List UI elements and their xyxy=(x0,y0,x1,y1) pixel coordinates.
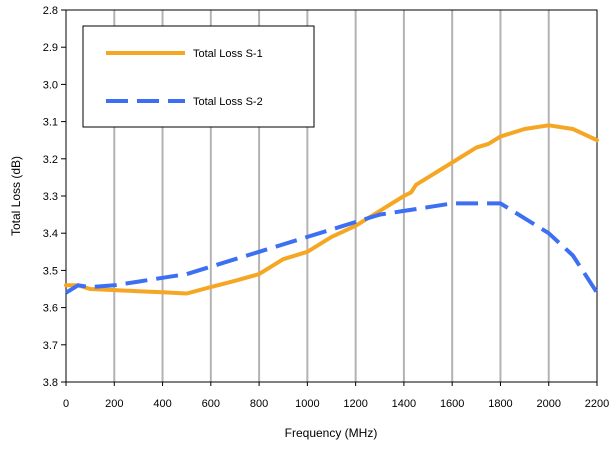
y-tick-label: 3.5 xyxy=(43,265,58,277)
x-tick-label: 1600 xyxy=(440,398,464,410)
y-tick-label: 3.0 xyxy=(43,79,58,91)
y-tick-label: 3.3 xyxy=(43,191,58,203)
x-tick-label: 1200 xyxy=(343,398,367,410)
y-tick-label: 3.4 xyxy=(43,228,58,240)
series-line-s2 xyxy=(64,201,599,295)
series-line-s1 xyxy=(64,123,599,296)
legend: Total Loss S-1 Total Loss S-2 xyxy=(82,25,315,128)
x-tick-label: 1000 xyxy=(295,398,319,410)
x-tick-label: 200 xyxy=(105,398,123,410)
x-axis-title: Frequency (MHz) xyxy=(285,426,378,440)
legend-label-s1: Total Loss S-1 xyxy=(193,48,263,60)
x-tick-label: 600 xyxy=(202,398,220,410)
x-tick-label: 1800 xyxy=(488,398,512,410)
y-tick-label: 3.2 xyxy=(43,154,58,166)
series-layer xyxy=(64,123,599,296)
legend-box xyxy=(82,25,315,128)
y-axis-title: Total Loss (dB) xyxy=(9,156,23,236)
y-tick-label: 3.8 xyxy=(43,377,58,389)
y-tick-label: 2.9 xyxy=(43,42,58,54)
x-tick-label: 1400 xyxy=(392,398,416,410)
y-tick-label: 3.1 xyxy=(43,117,58,129)
x-tick-label: 2000 xyxy=(536,398,560,410)
y-tick-label: 2.8 xyxy=(43,5,58,17)
x-tick-label: 0 xyxy=(63,398,69,410)
x-tick-label: 2200 xyxy=(585,398,609,410)
tick-layer: 0 200 400 600 800 1000 1200 1400 1600 1800 2000 220… xyxy=(43,5,610,410)
legend-label-s2: Total Loss S-2 xyxy=(193,96,263,108)
x-tick-label: 400 xyxy=(153,398,171,410)
y-tick-label: 3.7 xyxy=(43,340,58,352)
x-tick-label: 800 xyxy=(250,398,268,410)
y-tick-label: 3.6 xyxy=(43,303,58,315)
